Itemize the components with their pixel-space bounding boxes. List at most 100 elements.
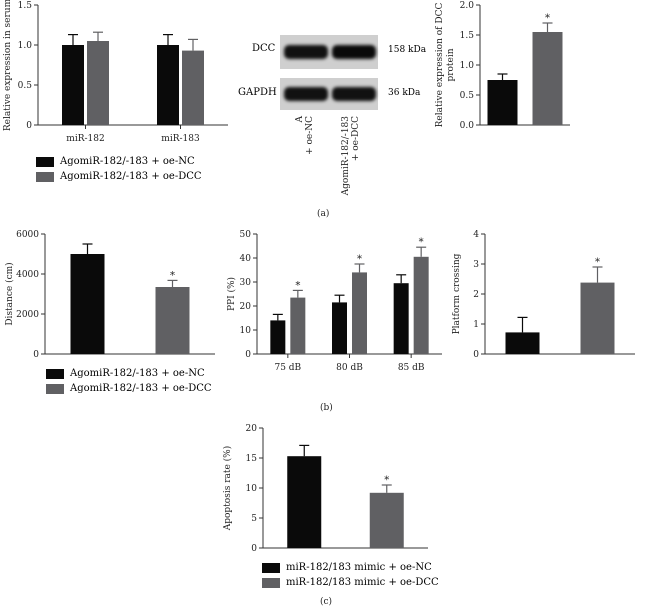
y-tick-label: 2000	[16, 310, 39, 320]
bar	[182, 50, 204, 125]
x-tick-label: miR-182	[66, 134, 104, 144]
legend-label: AgomiR-182/-183 + oe-DCC	[70, 383, 212, 394]
bar	[87, 41, 109, 125]
legend-swatch-black	[262, 562, 280, 573]
y-tick-label: 20	[240, 302, 252, 312]
legend-a: AgomiR-182/-183 + oe-NC AgomiR-182/-183 …	[36, 154, 202, 184]
y-tick-label: 0.0	[460, 121, 475, 131]
y-axis-label: Distance (cm)	[4, 262, 15, 325]
legend-item: AgomiR-182/-183 + oe-DCC	[36, 169, 202, 184]
x-tick-label: miR-183	[161, 134, 200, 144]
bar	[70, 254, 105, 354]
y-tick-label: 0	[251, 544, 257, 554]
blot-size-dcc: 158 kDa	[388, 45, 427, 55]
bar	[369, 492, 404, 548]
y-tick-label: 1.0	[18, 41, 33, 51]
y-tick-label: 1.5	[18, 1, 33, 11]
y-tick-label: 50	[240, 230, 252, 240]
western-blot: DCC GAPDH 158 kDa 36 kDa A+ oe-NC AgomiR…	[230, 30, 430, 205]
y-tick-label: 20	[246, 424, 258, 434]
legend-label: AgomiR-182/-183 + oe-NC	[70, 368, 205, 379]
y-axis-label: Platform crossing	[452, 253, 462, 334]
legend-label: miR-182/183 mimic + oe-DCC	[286, 577, 439, 588]
bar	[290, 297, 306, 354]
y-tick-label: 40	[240, 254, 252, 264]
chart-platform: 0 1 2 3 4 Platform crossing *	[452, 230, 635, 360]
bar	[505, 332, 540, 354]
bar	[352, 272, 367, 354]
y-tick-label: 1	[473, 320, 479, 330]
legend-swatch-gray	[36, 171, 54, 182]
blot-size-gapdh: 36 kDa	[388, 88, 421, 98]
bar	[287, 456, 322, 548]
y-tick-label: 15	[246, 454, 258, 464]
significance-marker: *	[419, 237, 424, 248]
legend-swatch-black	[36, 156, 54, 167]
legend-item: AgomiR-182/-183 + oe-NC	[46, 366, 212, 381]
y-tick-label: 0	[33, 350, 39, 360]
chart-distance: 0 2000 4000 6000 Distance (cm) *	[4, 230, 215, 360]
legend-item: miR-182/183 mimic + oe-NC	[262, 560, 439, 575]
legend-label: AgomiR-182/-183 + oe-DCC	[60, 171, 202, 182]
y-axis-label: PPI (%)	[226, 277, 237, 311]
blot-band-dcc	[280, 35, 378, 69]
bar	[532, 32, 563, 125]
panel-label-c: (c)	[320, 597, 333, 607]
y-axis-label: Apoptosis rate (%)	[222, 446, 233, 532]
y-tick-label: 4	[473, 230, 479, 240]
chart-serum: 0 0.5 1.0 1.5 Relative expression in serum mi…	[3, 0, 228, 144]
x-tick-label: 75 dB	[274, 363, 301, 373]
blot-row-label-dcc: DCC	[252, 43, 276, 54]
y-axis-label: Relative expression in serum	[3, 0, 13, 131]
legend-item: AgomiR-182/-183 + oe-DCC	[46, 381, 212, 396]
bar	[270, 320, 286, 354]
y-tick-label: 1.5	[460, 31, 475, 41]
panel-label-a: (a)	[317, 209, 330, 219]
y-axis-label: Relative expression of DCCprotein	[435, 3, 456, 128]
blot-lane-label-1: A+ oe-NC	[295, 116, 315, 155]
bar	[413, 256, 429, 354]
legend-item: AgomiR-182/-183 + oe-NC	[36, 154, 202, 169]
y-tick-label: 1.0	[460, 61, 475, 71]
blot-lane-labels: A+ oe-NC AgomiR-182/-183+ oe-DCC	[295, 116, 361, 197]
y-tick-label: 3	[473, 260, 479, 270]
y-tick-label: 0	[26, 121, 32, 131]
chart-ppi: 0 10 20 30 40 50 PPI (%) 75 dB * 80 dB * 85 dB *	[226, 230, 442, 373]
y-tick-label: 4000	[16, 270, 39, 280]
panel-label-b: (b)	[320, 403, 333, 413]
y-tick-label: 0.5	[18, 81, 33, 91]
x-tick-label: 85 dB	[398, 363, 425, 373]
significance-marker: *	[170, 270, 175, 281]
y-tick-label: 30	[240, 278, 252, 288]
bar	[393, 283, 409, 354]
significance-marker: *	[384, 475, 389, 486]
chart-apoptosis: 0 5 10 15 20 Apoptosis rate (%) *	[222, 424, 428, 554]
blot-row-label-gapdh: GAPDH	[238, 87, 277, 98]
legend-item: miR-182/183 mimic + oe-DCC	[262, 575, 439, 590]
y-tick-label: 0	[245, 350, 251, 360]
blot-lane-label-2: AgomiR-182/-183+ oe-DCC	[341, 116, 361, 197]
significance-marker: *	[545, 13, 550, 24]
legend-label: AgomiR-182/-183 + oe-NC	[60, 156, 195, 167]
bar	[155, 287, 190, 354]
legend-swatch-gray	[46, 383, 64, 394]
significance-marker: *	[295, 280, 300, 291]
legend-swatch-black	[46, 368, 64, 379]
legend-b: AgomiR-182/-183 + oe-NC AgomiR-182/-183 …	[46, 366, 212, 396]
y-tick-label: 10	[246, 484, 258, 494]
bar	[580, 282, 615, 354]
significance-marker: *	[595, 257, 600, 268]
significance-marker: *	[357, 254, 362, 265]
bar	[487, 80, 518, 125]
y-tick-label: 6000	[16, 230, 39, 240]
chart-dcc: 0.0 0.5 1.0 1.5 2.0 Relative expression of DC…	[435, 1, 570, 131]
x-tick-label: 80 dB	[336, 363, 363, 373]
y-tick-label: 10	[240, 326, 252, 336]
bar	[62, 45, 84, 125]
y-tick-label: 0.5	[460, 91, 475, 101]
bar	[157, 45, 179, 125]
legend-c: miR-182/183 mimic + oe-NC miR-182/183 mi…	[262, 560, 439, 590]
y-tick-label: 5	[251, 514, 257, 524]
bar	[332, 302, 347, 354]
y-tick-label: 2	[473, 290, 479, 300]
